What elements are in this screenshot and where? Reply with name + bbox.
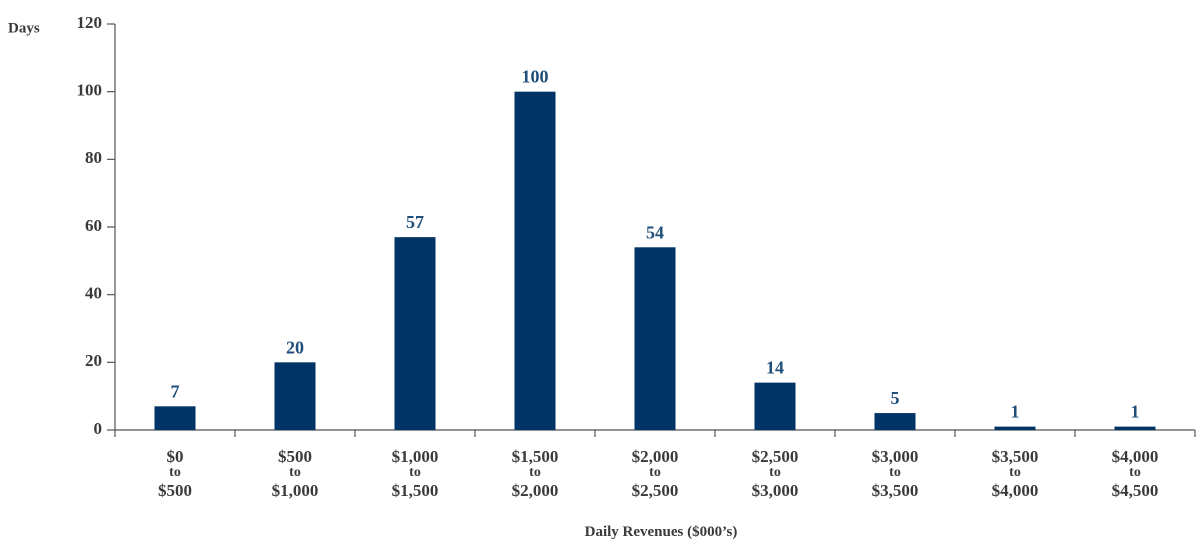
x-category-label-line: $0 xyxy=(167,447,184,466)
x-category-label-line: $2,000 xyxy=(512,481,559,500)
x-category-label-line: to xyxy=(289,465,301,480)
bar xyxy=(634,247,676,430)
y-axis-title: Days xyxy=(8,20,40,36)
bar-value-label: 20 xyxy=(286,337,304,357)
x-category-label-line: $3,500 xyxy=(992,447,1039,466)
bar-value-label: 14 xyxy=(766,358,784,378)
bar xyxy=(154,406,196,430)
x-category-label-line: to xyxy=(649,465,661,480)
x-category-label-line: to xyxy=(169,465,181,480)
x-category-label-line: $2,500 xyxy=(632,481,679,500)
x-ticks: $0to$500$500to$1,000$1,000to$1,500$1,500… xyxy=(114,430,1196,500)
x-axis-title: Daily Revenues ($000’s) xyxy=(585,524,738,540)
bar-value-label: 100 xyxy=(522,67,549,87)
bar-value-label: 57 xyxy=(406,212,424,232)
bar xyxy=(514,91,556,431)
x-category-label-line: to xyxy=(769,465,781,480)
bar xyxy=(394,237,436,430)
y-axis: Days 0 20 40 60 80 100 120 xyxy=(8,13,116,438)
x-category-label-line: $3,000 xyxy=(752,481,799,500)
y-tick-label: 0 xyxy=(94,419,103,438)
x-category-label-line: $2,000 xyxy=(632,447,679,466)
bar xyxy=(274,362,316,430)
x-axis: $0to$500$500to$1,000$1,000to$1,500$1,500… xyxy=(114,429,1196,540)
y-tick-label: 80 xyxy=(85,148,102,167)
y-tick-label: 20 xyxy=(85,351,102,370)
bars xyxy=(154,91,1156,431)
x-category-label-line: $1,500 xyxy=(392,481,439,500)
x-category-label-line: to xyxy=(409,465,421,480)
bar-value-label: 7 xyxy=(171,381,180,401)
x-category-label-line: to xyxy=(529,465,541,480)
bar-value-label: 1 xyxy=(1131,402,1140,422)
x-category-label-line: $3,000 xyxy=(872,447,919,466)
bar-value-label: 1 xyxy=(1011,402,1020,422)
bar-value-label: 5 xyxy=(891,388,900,408)
x-category-label-line: to xyxy=(889,465,901,480)
x-category-label: $0to$500 xyxy=(158,447,192,500)
bar xyxy=(994,426,1036,430)
y-tick-label: 120 xyxy=(77,13,103,32)
y-ticks: 0 20 40 60 80 100 120 xyxy=(77,13,115,438)
bar-value-label: 54 xyxy=(646,222,664,242)
x-category-label-line: $4,000 xyxy=(1112,447,1159,466)
y-tick-label: 60 xyxy=(85,216,102,235)
x-category-label-line: to xyxy=(1129,465,1141,480)
x-category-label-line: $500 xyxy=(158,481,192,500)
y-tick-label: 100 xyxy=(77,81,103,100)
bar xyxy=(754,382,796,430)
x-category-label-line: $1,000 xyxy=(272,481,319,500)
x-category-label-line: to xyxy=(1009,465,1021,480)
x-category-label-line: $1,000 xyxy=(392,447,439,466)
x-category-label-line: $4,000 xyxy=(992,481,1039,500)
x-category-label-line: $1,500 xyxy=(512,447,559,466)
y-tick-label: 40 xyxy=(85,284,102,303)
x-category-label-line: $2,500 xyxy=(752,447,799,466)
x-category-label-line: $3,500 xyxy=(872,481,919,500)
bar xyxy=(1114,426,1156,430)
x-category-label-line: $4,500 xyxy=(1112,481,1159,500)
data-labels: 7 20 57 100 54 14 5 1 1 xyxy=(171,67,1140,422)
bar xyxy=(874,413,916,430)
x-category-label-line: $500 xyxy=(278,447,312,466)
